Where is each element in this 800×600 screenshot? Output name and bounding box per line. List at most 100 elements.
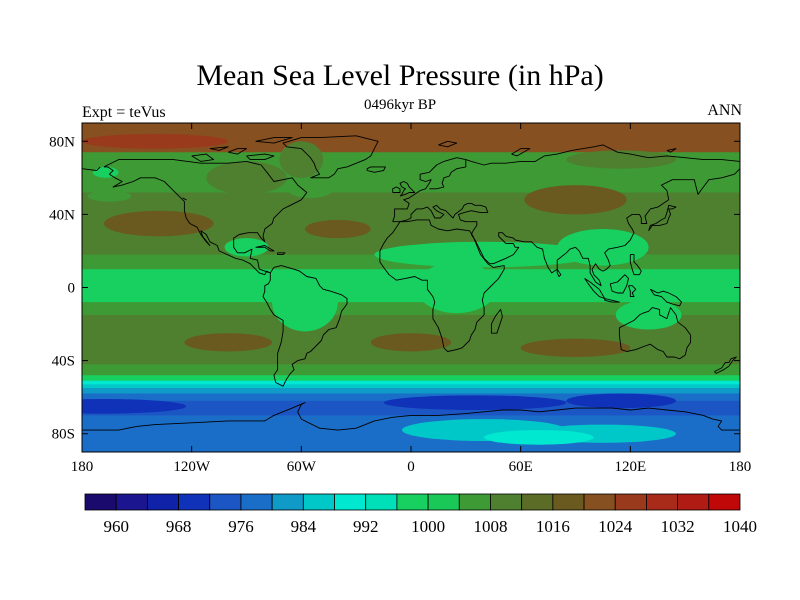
colorbar-swatch — [614, 493, 647, 511]
coastline — [255, 137, 293, 144]
pressure-cell — [82, 133, 229, 149]
pressure-cell — [566, 150, 677, 169]
colorbar-label: 976 — [228, 517, 254, 536]
coastline — [648, 204, 677, 232]
colorbar-swatch — [302, 493, 335, 511]
coastline — [429, 159, 467, 190]
pressure-cell — [272, 272, 338, 332]
coastline — [609, 274, 629, 294]
colorbar-label: 960 — [103, 517, 129, 536]
pressure-cell — [206, 161, 287, 195]
colorbar-label: 1032 — [661, 517, 695, 536]
coastline — [399, 181, 416, 197]
coastline — [438, 140, 458, 148]
pressure-cell — [103, 210, 214, 237]
coastline — [282, 135, 379, 179]
colorbar-swatch — [490, 493, 523, 511]
colorbar: 960 968 976 984 992 1000 1008 1016 1024 1032 1040 — [84, 493, 757, 536]
pressure-cell — [416, 261, 497, 314]
colorbar-swatch — [146, 493, 179, 511]
x-tick-label: 120W — [173, 459, 211, 475]
coastline — [399, 168, 740, 287]
colorbar-swatch — [458, 493, 491, 511]
map-subtitle: 0496kyr BP — [363, 97, 437, 113]
pressure-cell — [304, 219, 371, 239]
coastline — [255, 245, 275, 252]
pressure-cell — [279, 141, 324, 178]
pressure-band — [82, 384, 740, 389]
pressure-cell — [184, 333, 273, 352]
pressure-cell — [520, 338, 631, 357]
y-tick-label: 40S — [52, 354, 75, 370]
coastline — [82, 402, 740, 431]
colorbar-label: 1008 — [473, 517, 507, 536]
pressure-band — [82, 302, 740, 316]
pressure-cell — [224, 238, 269, 257]
coastline — [714, 356, 737, 374]
pressure-band — [82, 388, 740, 395]
axis-ticks: 180 120W 60W 0 60E 120E 180 80N 40N 0 40S 80S — [49, 123, 751, 475]
coastline — [82, 166, 101, 171]
x-tick-label: 60E — [509, 459, 533, 475]
colorbar-swatch — [178, 493, 211, 511]
colorbar-swatch — [334, 493, 367, 511]
colorbar-label: 968 — [166, 517, 192, 536]
colorbar-swatch — [583, 493, 616, 511]
pressure-cell — [383, 395, 567, 410]
coastline — [379, 219, 505, 352]
coastline — [392, 186, 401, 193]
coastline — [511, 148, 531, 157]
coastline — [490, 308, 503, 334]
pressure-cell — [557, 229, 649, 266]
coastline — [262, 265, 348, 387]
colorbar-swatch — [209, 493, 242, 511]
pressure-cell — [566, 393, 677, 409]
colorbar-label: 1016 — [536, 517, 570, 536]
x-tick-label: 0 — [407, 459, 415, 475]
coastline — [246, 153, 275, 161]
coastline — [629, 254, 642, 276]
map-title: Mean Sea Level Pressure (in hPa) — [196, 59, 604, 92]
y-tick-label: 0 — [68, 281, 76, 297]
coastline — [618, 307, 692, 360]
pressure-cell — [82, 398, 187, 414]
colorbar-label: 1024 — [598, 517, 633, 536]
x-tick-label: 60W — [287, 459, 317, 475]
coastline — [182, 197, 187, 201]
colorbar-swatch — [708, 493, 741, 511]
coastline — [584, 278, 606, 299]
colorbar-label: 984 — [291, 517, 317, 536]
colorbar-swatch — [677, 493, 710, 511]
colorbar-swatch — [115, 493, 148, 511]
coastline — [366, 166, 386, 173]
y-tick-label: 80N — [49, 134, 75, 150]
colorbar-label: 1040 — [723, 517, 757, 536]
coastline — [650, 288, 682, 307]
coastline — [191, 153, 215, 162]
coastline — [666, 148, 677, 153]
pressure-cell — [288, 183, 333, 198]
x-tick-label: 180 — [71, 459, 94, 475]
coastline — [556, 268, 562, 277]
experiment-label: Expt = teVus — [82, 104, 166, 121]
pressure-band — [82, 380, 740, 385]
coastline — [228, 148, 247, 155]
pressure-cell — [87, 190, 132, 202]
coastline — [209, 146, 229, 151]
pressure-band — [82, 375, 740, 382]
pressure-cell — [370, 333, 452, 352]
colorbar-swatch — [552, 493, 585, 511]
x-tick-label: 180 — [729, 459, 752, 475]
x-tick-label: 120E — [614, 459, 646, 475]
pressure-cell — [92, 166, 119, 178]
colorbar-swatch — [240, 493, 273, 511]
coastline — [277, 252, 286, 256]
colorbar-swatch — [84, 493, 117, 511]
y-tick-label: 80S — [52, 427, 75, 443]
coastline — [604, 298, 620, 303]
season-label: ANN — [707, 102, 742, 119]
colorbar-swatch — [646, 493, 679, 511]
colorbar-swatch — [365, 493, 398, 511]
pressure-cell — [524, 185, 627, 215]
